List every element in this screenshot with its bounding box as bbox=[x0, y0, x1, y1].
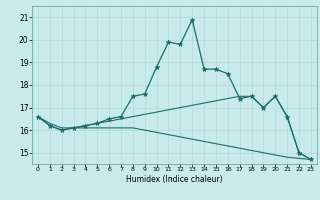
X-axis label: Humidex (Indice chaleur): Humidex (Indice chaleur) bbox=[126, 175, 223, 184]
